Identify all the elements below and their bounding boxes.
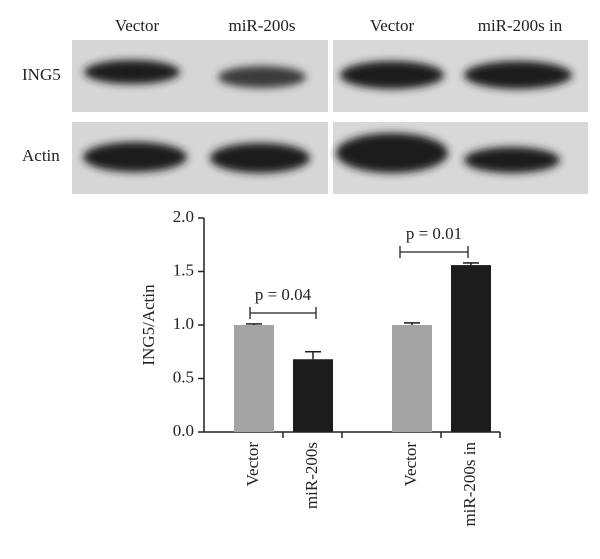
p-value: p = 0.01	[406, 224, 462, 243]
band	[83, 142, 187, 172]
y-tick-label: 0.5	[173, 367, 194, 386]
lane-label: Vector	[370, 16, 415, 35]
bar	[451, 265, 491, 432]
y-tick-label: 2.0	[173, 207, 194, 226]
band	[218, 66, 306, 88]
band	[84, 60, 180, 84]
band	[210, 143, 310, 173]
band	[336, 133, 448, 173]
band	[464, 61, 572, 89]
y-tick-label: 1.5	[173, 260, 194, 279]
significance-bracket	[399, 246, 469, 258]
blot-labels: Vector miR-200s Vector miR-200s in ING5 Actin	[22, 16, 563, 165]
bar	[234, 325, 274, 432]
y-tick-label: 0.0	[173, 421, 194, 440]
y-axis-label: ING5/Actin	[139, 284, 158, 366]
bar	[293, 359, 333, 432]
significance-bracket	[249, 307, 317, 319]
row-label: Actin	[22, 146, 60, 165]
band	[464, 147, 560, 173]
x-tick-label: miR-200s	[302, 442, 321, 509]
blot-panels	[72, 40, 588, 194]
y-tick-label: 1.0	[173, 314, 194, 333]
x-tick-label: miR-200s in	[460, 442, 479, 527]
lane-label: miR-200s in	[478, 16, 563, 35]
band	[340, 61, 444, 89]
p-value: p = 0.04	[255, 285, 312, 304]
x-tick-label: Vector	[401, 442, 420, 487]
lane-label: miR-200s	[228, 16, 295, 35]
row-label: ING5	[22, 65, 61, 84]
x-tick-label: Vector	[243, 442, 262, 487]
lane-label: Vector	[115, 16, 160, 35]
bar	[392, 325, 432, 432]
bar-chart: 0.0 0.5 1.0 1.5 2.0 ING5/Actin Vector miR-200s V…	[139, 207, 501, 527]
